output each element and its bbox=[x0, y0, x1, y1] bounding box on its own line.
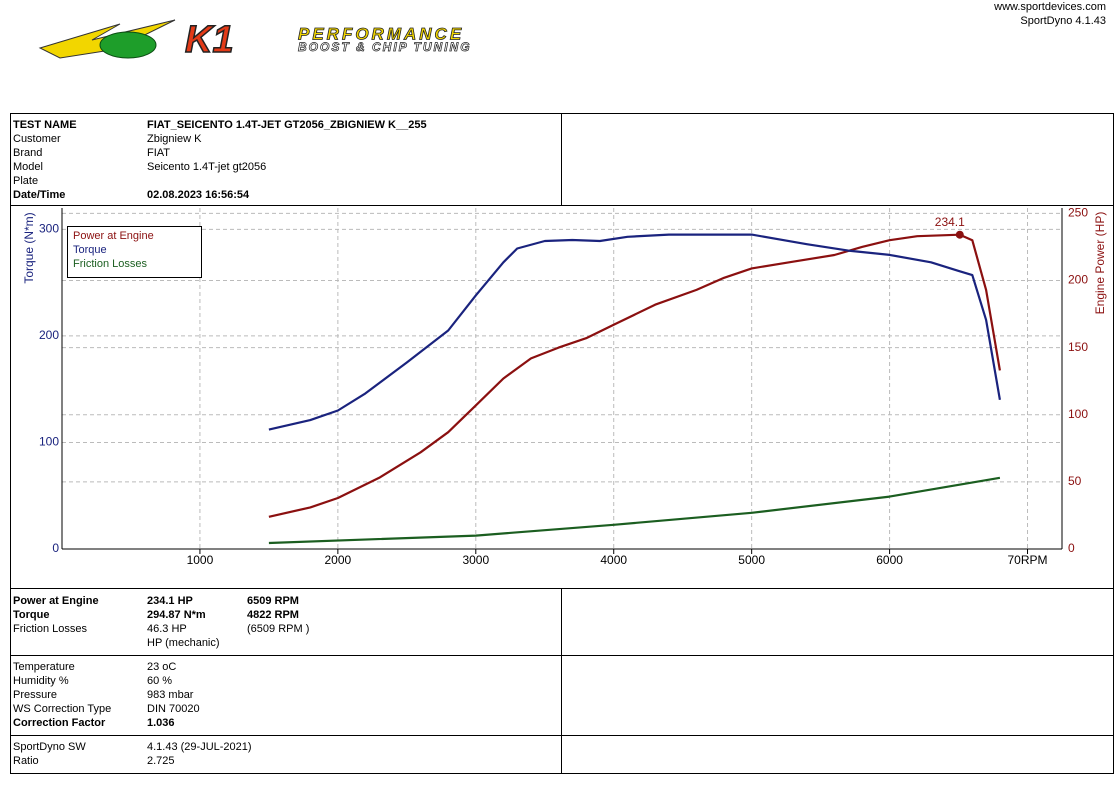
y2-tick-label: 250 bbox=[1068, 206, 1088, 220]
table-cell: 46.3 HP bbox=[147, 623, 187, 635]
logo-text: PERFORMANCE bbox=[298, 24, 464, 43]
table-cell: 2.725 bbox=[147, 755, 175, 767]
table-cell: Torque bbox=[13, 609, 49, 621]
annotation: 234.1 bbox=[935, 215, 965, 229]
y-tick-label: 100 bbox=[39, 435, 59, 449]
y-axis-title: Torque (N*m) bbox=[22, 212, 36, 283]
table-cell: 60 % bbox=[147, 675, 172, 687]
table-cell: Ratio bbox=[13, 755, 39, 767]
table-cell: Power at Engine bbox=[13, 595, 99, 607]
table-cell: Zbigniew K bbox=[147, 133, 202, 145]
table-cell: 23 oC bbox=[147, 661, 176, 673]
table-cell: Model bbox=[13, 161, 43, 173]
x-tick-label: 70RPM bbox=[1008, 553, 1048, 567]
y2-tick-label: 200 bbox=[1068, 273, 1088, 287]
y2-tick-label: 100 bbox=[1068, 407, 1088, 421]
table-cell: Seicento 1.4T-jet gt2056 bbox=[147, 161, 266, 173]
table-cell: Correction Factor bbox=[13, 717, 106, 729]
table-cell: 1.036 bbox=[147, 717, 175, 729]
table-cell: HP (mechanic) bbox=[147, 637, 220, 649]
table-cell: Date/Time bbox=[13, 189, 65, 201]
table-cell: (6509 RPM ) bbox=[247, 623, 309, 635]
table-cell: Temperature bbox=[13, 661, 75, 673]
table-cell: Humidity % bbox=[13, 675, 69, 687]
y2-axis-title: Engine Power (HP) bbox=[1093, 212, 1107, 315]
x-tick-label: 1000 bbox=[187, 553, 214, 567]
software-version: SportDyno 4.1.43 bbox=[1020, 15, 1106, 27]
x-tick-label: 3000 bbox=[462, 553, 489, 567]
logo-text: BOOST & CHIP TUNING bbox=[298, 40, 472, 54]
series-line bbox=[268, 233, 1001, 431]
table-cell: 4.1.43 (29-JUL-2021) bbox=[147, 741, 252, 753]
logo-k1: K1 bbox=[185, 19, 234, 61]
peak-marker bbox=[955, 230, 964, 239]
table-cell: Friction Losses bbox=[13, 623, 87, 635]
x-tick-label: 4000 bbox=[600, 553, 627, 567]
table-cell: 4822 RPM bbox=[247, 609, 299, 621]
table-cell: Pressure bbox=[13, 689, 57, 701]
x-tick-label: 6000 bbox=[876, 553, 903, 567]
y2-tick-label: 50 bbox=[1068, 474, 1082, 488]
table-cell: FIAT bbox=[147, 147, 170, 159]
table-cell: 234.1 HP bbox=[147, 595, 193, 607]
table-cell: 983 mbar bbox=[147, 689, 194, 701]
legend-entry: Torque bbox=[73, 244, 107, 256]
table-cell: DIN 70020 bbox=[147, 703, 200, 715]
legend-entry: Power at Engine bbox=[73, 230, 154, 242]
logo: K1 PERFORMANCE BOOST & CHIP TUNING bbox=[38, 18, 472, 62]
legend-entry: Friction Losses bbox=[73, 258, 147, 270]
legend-box bbox=[67, 226, 202, 278]
y2-tick-label: 0 bbox=[1068, 541, 1075, 555]
table-cell: 294.87 N*m bbox=[147, 609, 206, 621]
table-cell: Brand bbox=[13, 147, 42, 159]
series-line bbox=[268, 233, 1001, 518]
table-cell: TEST NAME bbox=[13, 119, 77, 131]
y-tick-label: 200 bbox=[39, 328, 59, 342]
x-tick-label: 5000 bbox=[738, 553, 765, 567]
series-line bbox=[268, 476, 1001, 545]
x-tick-label: 2000 bbox=[325, 553, 352, 567]
table-cell: FIAT_SEICENTO 1.4T-JET GT2056_ZBIGNIEW K… bbox=[147, 119, 427, 131]
table-cell: WS Correction Type bbox=[13, 703, 111, 715]
table-cell: SportDyno SW bbox=[13, 741, 86, 753]
table-cell: 02.08.2023 16:56:54 bbox=[147, 189, 250, 201]
website: www.sportdevices.com bbox=[993, 1, 1106, 13]
table-cell: 6509 RPM bbox=[247, 595, 299, 607]
logo-blob bbox=[99, 31, 157, 59]
y-tick-label: 300 bbox=[39, 221, 59, 235]
y2-tick-label: 150 bbox=[1068, 340, 1088, 354]
table-cell: Customer bbox=[13, 133, 61, 145]
y-tick-label: 0 bbox=[52, 541, 59, 555]
table-cell: Plate bbox=[13, 175, 38, 187]
